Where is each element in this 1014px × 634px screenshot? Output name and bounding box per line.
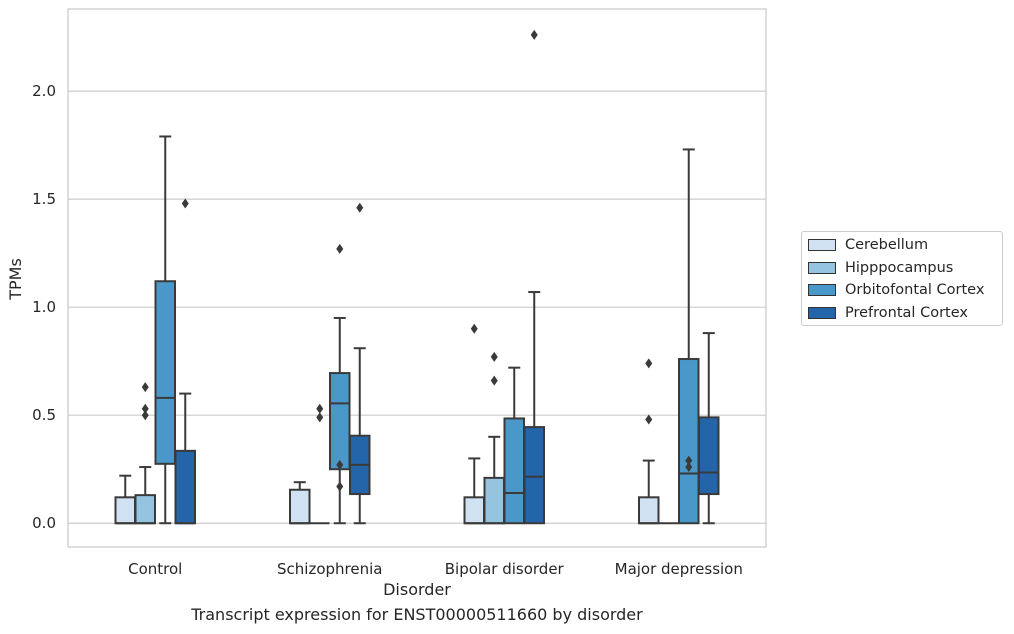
legend-item: Hipppocampus xyxy=(808,259,953,277)
y-tick-label: 1.0 xyxy=(32,298,56,316)
box-orbitofontal-cortex xyxy=(329,243,351,525)
outlier-point xyxy=(181,198,189,209)
legend-swatch xyxy=(808,261,836,274)
box-orbitofontal-cortex xyxy=(678,148,700,525)
x-tick-label: Schizophrenia xyxy=(277,560,382,578)
x-tick-label: Bipolar disorder xyxy=(445,560,565,578)
outlier-point xyxy=(530,29,538,40)
legend-item: Prefrontal Cortex xyxy=(808,304,968,322)
x-tick-label: Major depression xyxy=(615,560,743,578)
box-iqr xyxy=(329,372,351,471)
legend-label: Orbitofontal Cortex xyxy=(845,282,985,298)
box-orbitofontal-cortex xyxy=(154,135,176,525)
y-tick-label: 1.5 xyxy=(32,190,56,208)
box-iqr xyxy=(503,417,525,525)
outlier-point xyxy=(141,410,149,421)
box-iqr xyxy=(463,496,485,525)
box-iqr xyxy=(638,496,660,525)
box-prefrontal-cortex xyxy=(349,202,371,525)
outlier-point xyxy=(470,323,478,334)
box-iqr xyxy=(134,494,156,525)
box-cerebellum xyxy=(114,474,136,525)
y-tick-labels: 0.0 0.5 1.0 1.5 2.0 xyxy=(32,82,56,532)
y-tick-label: 0.0 xyxy=(32,514,56,532)
outlier-point xyxy=(685,455,693,466)
y-tick-label: 0.5 xyxy=(32,406,56,424)
box-prefrontal-cortex xyxy=(174,198,196,525)
legend-label: Cerebellum xyxy=(845,237,929,253)
x-tick-label: Control xyxy=(128,560,182,578)
box-cerebellum xyxy=(289,481,311,525)
outlier-point xyxy=(490,351,498,362)
outlier-point xyxy=(645,414,653,425)
legend-swatch xyxy=(808,239,836,251)
box-iqr xyxy=(483,476,505,525)
outlier-point xyxy=(490,375,498,386)
box-hipppocampus xyxy=(134,382,156,525)
outlier-point xyxy=(336,481,344,492)
box-cerebellum xyxy=(638,358,660,525)
plot-area xyxy=(67,8,767,548)
legend: Cerebellum Hipppocampus Orbitofontal Corte… xyxy=(801,231,1003,326)
box-iqr xyxy=(174,449,196,525)
y-axis-label: TPMs xyxy=(6,258,25,301)
outlier-point xyxy=(141,403,149,414)
box-prefrontal-cortex xyxy=(523,29,545,525)
outlier-point xyxy=(141,382,149,393)
box-hipppocampus xyxy=(483,351,505,525)
box-hipppocampus xyxy=(310,403,330,525)
legend-item: Cerebellum xyxy=(808,236,928,254)
y-tick-label: 2.0 xyxy=(32,82,56,100)
outlier-point xyxy=(336,459,344,470)
outlier-point xyxy=(316,412,324,423)
box-iqr xyxy=(289,488,311,525)
legend-swatch xyxy=(808,306,836,319)
box-prefrontal-cortex xyxy=(698,332,720,525)
box-iqr xyxy=(114,496,136,525)
box-iqr xyxy=(678,358,700,525)
legend-item: Orbitofontal Cortex xyxy=(808,281,984,299)
x-tick-labels: Control Schizophrenia Bipolar disorder Majo… xyxy=(128,560,743,578)
outlier-point xyxy=(645,358,653,369)
box-iqr xyxy=(698,416,720,496)
outlier-point xyxy=(685,462,693,473)
box-cerebellum xyxy=(463,323,485,525)
box-iqr xyxy=(154,280,176,465)
legend-swatch xyxy=(808,284,836,296)
outlier-point xyxy=(316,403,324,414)
box-series xyxy=(114,29,720,525)
box-iqr xyxy=(523,426,545,525)
outlier-point xyxy=(336,243,344,254)
legend-label: Prefrontal Cortex xyxy=(845,304,968,321)
chart-caption: Transcript expression for ENST0000051166… xyxy=(191,605,643,624)
x-axis-label: Disorder xyxy=(383,580,451,599)
legend-label: Hipppocampus xyxy=(845,259,954,276)
outlier-point xyxy=(356,202,364,213)
